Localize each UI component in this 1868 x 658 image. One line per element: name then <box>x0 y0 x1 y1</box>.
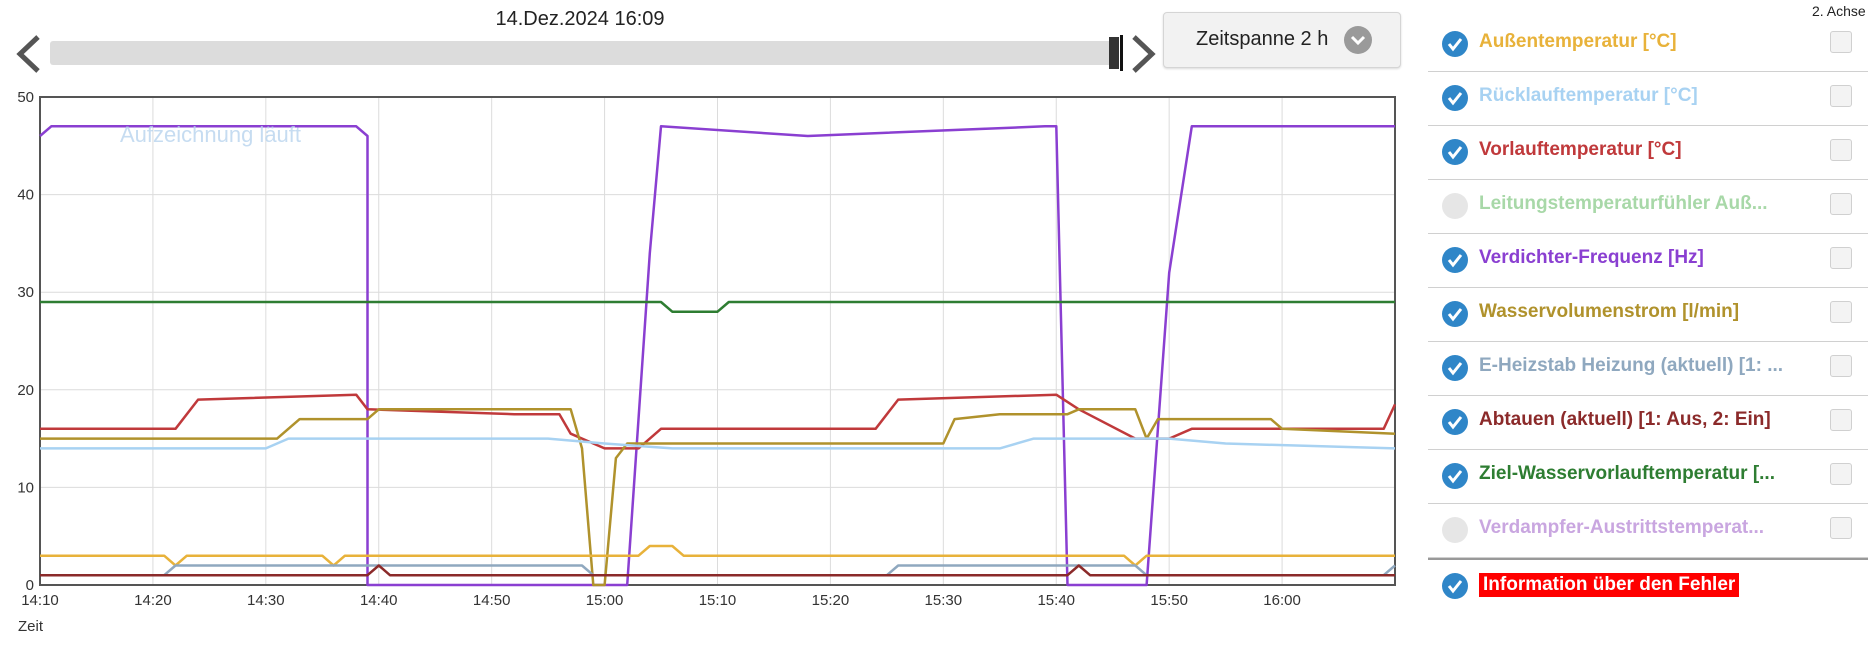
x-tick-label: 14:20 <box>134 592 172 609</box>
legend-item[interactable]: E-Heizstab Heizung (aktuell) [1: ... <box>1428 342 1868 396</box>
second-axis-checkbox[interactable] <box>1830 139 1852 161</box>
legend-item[interactable]: Wasservolumenstrom [l/min] <box>1428 288 1868 342</box>
x-tick-label: 16:00 <box>1263 592 1301 609</box>
second-axis-checkbox[interactable] <box>1830 193 1852 215</box>
recording-watermark: Aufzeichnung läuft <box>120 122 302 147</box>
legend-item[interactable]: Abtauen (aktuell) [1: Aus, 2: Ein] <box>1428 396 1868 450</box>
y-tick-label: 40 <box>17 187 34 204</box>
checkmark-icon[interactable] <box>1442 139 1468 165</box>
x-tick-label: 15:10 <box>699 592 737 609</box>
second-axis-checkbox[interactable] <box>1830 85 1852 107</box>
series-line-6 <box>40 544 1395 567</box>
y-tick-label: 30 <box>17 284 34 301</box>
legend-item[interactable]: Information über den Fehler <box>1428 558 1868 613</box>
series-line-1 <box>39 125 1395 587</box>
top-bar: 14.Dez.2024 16:09 Zeitspanne 2 h <box>0 0 1410 85</box>
second-axis-label: 2. Achse <box>1812 3 1866 19</box>
x-tick-label: 14:40 <box>360 592 398 609</box>
checkmark-icon[interactable] <box>1442 31 1468 57</box>
series-line-5 <box>40 437 1396 450</box>
y-tick-label: 0 <box>26 577 34 594</box>
x-tick-label: 15:40 <box>1037 592 1075 609</box>
checkmark-icon[interactable] <box>1442 85 1468 111</box>
legend-label: Rücklauftemperatur [°C] <box>1479 85 1698 106</box>
chevron-left-icon[interactable] <box>12 33 48 75</box>
second-axis-checkbox[interactable] <box>1830 31 1852 53</box>
time-slider-track[interactable] <box>50 41 1118 65</box>
checkmark-icon[interactable] <box>1442 409 1468 435</box>
checkmark-icon[interactable] <box>1442 573 1468 599</box>
line-chart: 0 10 20 30 40 50 14:10 14:20 14:30 14:40 14:50 15:0… <box>17 89 1397 635</box>
checkmark-icon[interactable] <box>1442 463 1468 489</box>
legend-label: Abtauen (aktuell) [1: Aus, 2: Ein] <box>1479 409 1771 430</box>
unchecked-circle-icon[interactable] <box>1442 517 1468 543</box>
x-tick-label: 15:20 <box>812 592 850 609</box>
x-tick-label: 15:50 <box>1150 592 1188 609</box>
x-tick-label: 15:30 <box>925 592 963 609</box>
chevron-right-icon[interactable] <box>1124 33 1160 75</box>
checkmark-icon[interactable] <box>1442 247 1468 273</box>
legend-item[interactable]: Rücklauftemperatur [°C] <box>1428 72 1868 126</box>
timespan-dropdown[interactable]: Zeitspanne 2 h <box>1163 12 1401 68</box>
x-tick-label: 14:30 <box>247 592 285 609</box>
second-axis-checkbox[interactable] <box>1830 301 1852 323</box>
legend-label: Außentemperatur [°C] <box>1479 31 1677 52</box>
legend-item[interactable]: Verdichter-Frequenz [Hz] <box>1428 234 1868 288</box>
y-tick-label: 50 <box>17 89 34 106</box>
legend-item[interactable]: Vorlauftemperatur [°C] <box>1428 126 1868 180</box>
x-tick-label: 14:50 <box>473 592 511 609</box>
series-line-2 <box>40 300 1395 313</box>
legend-item[interactable]: Verdampfer-Austrittstemperat... <box>1428 504 1868 558</box>
legend-label: Ziel-Wasservorlauftemperatur [... <box>1479 463 1775 484</box>
legend-label: Information über den Fehler <box>1479 573 1740 597</box>
legend-item[interactable]: Ziel-Wasservorlauftemperatur [... <box>1428 450 1868 504</box>
second-axis-checkbox[interactable] <box>1830 409 1852 431</box>
time-slider-handle[interactable] <box>1109 35 1123 71</box>
second-axis-checkbox[interactable] <box>1830 247 1852 269</box>
series-line-4 <box>40 408 1396 587</box>
chevron-down-icon <box>1344 26 1372 54</box>
x-axis-label: Zeit <box>18 618 44 635</box>
y-tick-label: 10 <box>17 479 34 496</box>
x-tick-label: 14:10 <box>21 592 59 609</box>
legend-label: Vorlauftemperatur [°C] <box>1479 139 1682 160</box>
plot-frame <box>39 96 1396 586</box>
second-axis-checkbox[interactable] <box>1830 517 1852 539</box>
second-axis-checkbox[interactable] <box>1830 463 1852 485</box>
legend-panel: Außentemperatur [°C] Rücklauftemperatur [… <box>1428 18 1868 613</box>
second-axis-checkbox[interactable] <box>1830 355 1852 377</box>
legend-item[interactable]: Leitungstemperaturfühler Auß... <box>1428 180 1868 234</box>
x-tick-label: 15:00 <box>586 592 624 609</box>
checkmark-icon[interactable] <box>1442 355 1468 381</box>
legend-label: Wasservolumenstrom [l/min] <box>1479 301 1740 322</box>
legend-label: Verdichter-Frequenz [Hz] <box>1479 247 1704 268</box>
legend-label: E-Heizstab Heizung (aktuell) [1: ... <box>1479 355 1784 376</box>
unchecked-circle-icon[interactable] <box>1442 193 1468 219</box>
legend-label: Leitungstemperaturfühler Auß... <box>1479 193 1768 214</box>
y-tick-label: 20 <box>17 382 34 399</box>
checkmark-icon[interactable] <box>1442 301 1468 327</box>
series-line-8 <box>40 564 1395 577</box>
legend-label: Verdampfer-Austrittstemperat... <box>1479 517 1765 538</box>
chart-area: 0 10 20 30 40 50 14:10 14:20 14:30 14:40 14:50 15:0… <box>0 85 1410 645</box>
timespan-label: Zeitspanne 2 h <box>1196 28 1329 50</box>
legend-item[interactable]: Außentemperatur [°C] <box>1428 18 1868 72</box>
current-timestamp: 14.Dez.2024 16:09 <box>495 8 665 30</box>
